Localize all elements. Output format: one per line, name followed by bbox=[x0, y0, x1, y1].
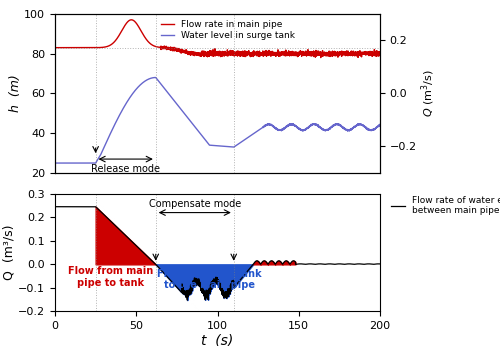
Legend: Flow rate of water exchange
between main pipe and tank: Flow rate of water exchange between main… bbox=[388, 192, 500, 219]
Text: Flow from the tank
to the main pipe: Flow from the tank to the main pipe bbox=[157, 269, 262, 290]
Y-axis label: $Q\ \mathrm{(m^3/s)}$: $Q\ \mathrm{(m^3/s)}$ bbox=[420, 70, 437, 117]
Y-axis label: h  (m): h (m) bbox=[8, 74, 22, 112]
Text: Compensate mode: Compensate mode bbox=[148, 199, 241, 209]
Y-axis label: Q  (m³/s): Q (m³/s) bbox=[2, 225, 16, 280]
Legend: Flow rate in main pipe, Water level in surge tank: Flow rate in main pipe, Water level in s… bbox=[157, 17, 299, 44]
Text: Flow from main
pipe to tank: Flow from main pipe to tank bbox=[68, 266, 153, 288]
X-axis label: t  (s): t (s) bbox=[202, 334, 234, 346]
Text: Release mode: Release mode bbox=[91, 164, 160, 174]
